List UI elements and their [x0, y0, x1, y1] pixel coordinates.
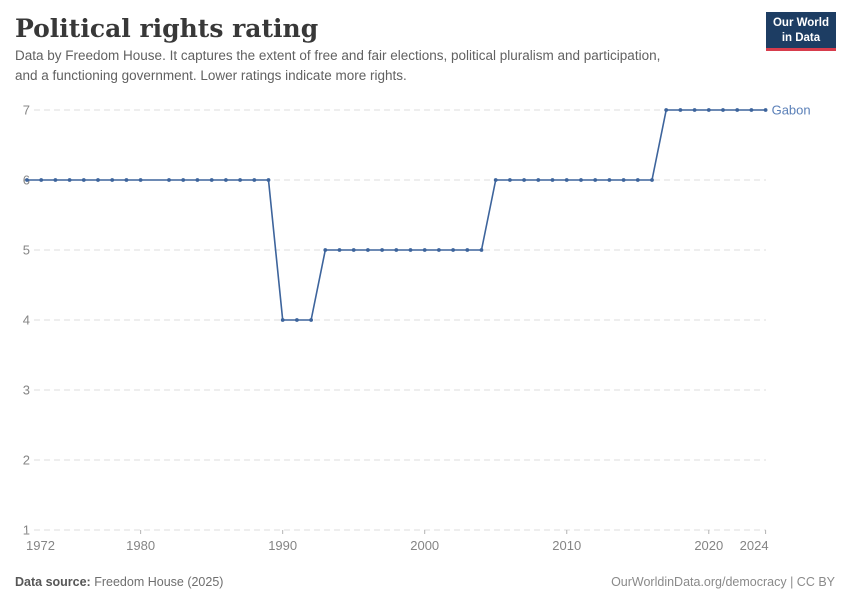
- owid-logo-line-2: in Data: [781, 31, 821, 44]
- y-axis-label-5: 5: [23, 243, 30, 258]
- data-point: [635, 178, 640, 182]
- data-point: [266, 178, 271, 182]
- x-axis-label-2024: 2024: [740, 538, 769, 553]
- data-point: [167, 178, 171, 182]
- y-axis-label-7: 7: [23, 103, 30, 118]
- x-axis-label-1990: 1990: [268, 538, 297, 553]
- data-point: [536, 178, 541, 182]
- data-point: [437, 248, 441, 252]
- data-point: [650, 178, 654, 182]
- data-source-value: Freedom House (2025): [94, 575, 224, 589]
- x-axis-label-1972: 1972: [26, 538, 55, 553]
- subtitle-line-2: and a functioning government. Lower rati…: [15, 68, 407, 84]
- data-point: [664, 108, 669, 112]
- data-point: [181, 178, 186, 182]
- page-title: Political rights rating: [15, 14, 319, 43]
- owid-logo-line-1: Our World: [772, 17, 829, 29]
- data-point: [564, 178, 569, 182]
- data-point: [195, 178, 200, 182]
- attribution-link: OurWorldinData.org/democracy | CC BY: [611, 575, 835, 589]
- owid-logo: Our World in Data: [765, 12, 836, 52]
- subtitle-line-1: Data by Freedom House. It captures the e…: [15, 48, 661, 63]
- trend-line-gabon: [27, 109, 766, 321]
- data-point: [607, 178, 612, 182]
- data-point: [579, 178, 583, 182]
- data-point: [735, 108, 740, 112]
- data-point: [493, 178, 498, 182]
- data-point: [508, 178, 512, 182]
- data-point: [550, 178, 555, 182]
- data-point: [124, 178, 129, 182]
- x-axis-label-1980: 1980: [126, 538, 155, 553]
- y-axis-label-1: 1: [23, 523, 30, 538]
- data-point: [408, 248, 413, 252]
- line-chart: 12345671972198019902000201020202024Gabon: [23, 103, 811, 554]
- data-point: [323, 248, 328, 252]
- data-point: [110, 178, 115, 182]
- data-point: [422, 248, 427, 252]
- data-point: [593, 178, 598, 182]
- data-point: [138, 178, 143, 182]
- data-point: [479, 248, 484, 252]
- data-point: [621, 178, 626, 182]
- data-source-label: Data source:: [15, 575, 91, 589]
- data-source: Data source: Freedom House (2025): [15, 575, 223, 589]
- data-point: [238, 178, 243, 182]
- y-axis-label-4: 4: [23, 313, 30, 328]
- data-point: [394, 248, 399, 252]
- data-point: [280, 318, 285, 322]
- chart-footer: Data source: Freedom House (2025) OurWor…: [15, 575, 835, 589]
- data-point: [678, 108, 683, 112]
- data-point: [81, 178, 86, 182]
- data-point: [366, 248, 370, 252]
- data-point: [337, 248, 342, 252]
- series-label-gabon: Gabon: [772, 103, 811, 118]
- data-point: [451, 248, 455, 252]
- data-point: [96, 178, 100, 182]
- data-point: [749, 108, 754, 112]
- data-point: [763, 108, 768, 112]
- data-point: [295, 318, 299, 322]
- data-point: [721, 108, 725, 112]
- data-point: [209, 178, 214, 182]
- chart-subtitle: Data by Freedom House. It captures the e…: [15, 46, 660, 87]
- data-point: [351, 248, 356, 252]
- data-point: [53, 178, 58, 182]
- y-axis-label-3: 3: [23, 383, 30, 398]
- x-axis-label-2020: 2020: [694, 538, 723, 553]
- y-axis-label-2: 2: [23, 453, 30, 468]
- data-point: [522, 178, 526, 182]
- data-point: [224, 178, 228, 182]
- x-axis-label-2000: 2000: [410, 538, 439, 553]
- data-point: [39, 178, 44, 182]
- data-point: [706, 108, 711, 112]
- data-point: [67, 178, 72, 182]
- data-point: [309, 318, 313, 322]
- data-point: [465, 248, 470, 252]
- data-point: [380, 248, 384, 252]
- data-point: [252, 178, 257, 182]
- data-point: [25, 178, 29, 182]
- x-axis-label-2010: 2010: [552, 538, 581, 553]
- data-point: [692, 108, 697, 112]
